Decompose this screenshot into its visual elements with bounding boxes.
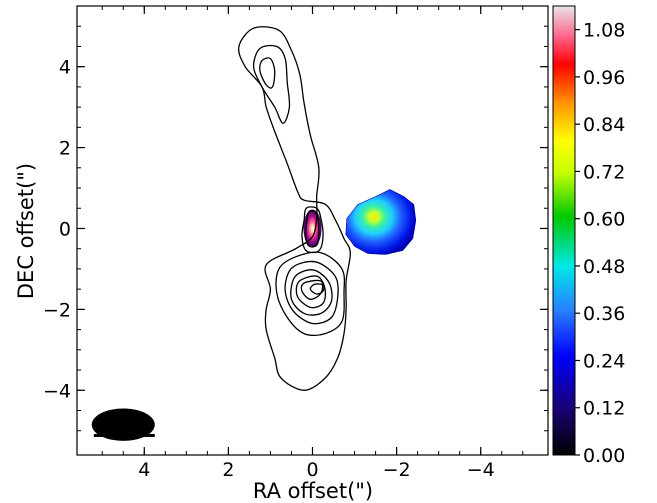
colorbar-tick-label: 0.60 xyxy=(583,209,625,231)
colorbar-tick-label: 0.48 xyxy=(583,256,625,278)
contour-layer xyxy=(237,26,351,391)
contour-level-2 xyxy=(301,206,324,254)
contour-level-1 xyxy=(237,26,351,391)
colorbar-ticks: 0.00 0.12 0.24 0.36 0.48 0.60 0.72 0.84 0.96 1.08 xyxy=(575,20,625,467)
scale-bar-label: 250 pc xyxy=(102,418,147,432)
y-axis-title: DEC offset(") xyxy=(14,163,38,299)
plot-area: 250 pc xyxy=(91,26,417,441)
x-tick-label: 0 xyxy=(306,459,318,481)
x-tick-label: 2 xyxy=(222,459,234,481)
contour-level-6 xyxy=(300,279,324,300)
contour-level-2 xyxy=(252,44,291,124)
x-tick-label: −4 xyxy=(467,459,495,481)
colorbar-tick-label: 0.96 xyxy=(583,67,625,89)
contour-level-3 xyxy=(305,210,320,248)
y-tick-label: −4 xyxy=(43,380,71,402)
colorbar-tick-label: 0.84 xyxy=(583,114,625,136)
y-tick-label: 2 xyxy=(59,138,71,160)
y-tick-label: −2 xyxy=(43,299,71,321)
contour-level-2 xyxy=(275,251,346,337)
contour-level-5 xyxy=(295,275,327,309)
x-axis-ticks: 4 2 0 −2 −4 xyxy=(101,6,524,481)
contour-level-7 xyxy=(309,283,325,295)
x-axis-title: RA offset(") xyxy=(253,479,373,503)
x-tick-label: −2 xyxy=(383,459,411,481)
y-tick-label: 4 xyxy=(59,57,71,79)
colorbar-tick-label: 1.08 xyxy=(583,20,625,42)
east-emission-source xyxy=(345,189,417,255)
y-tick-label: 0 xyxy=(59,218,71,240)
colorbar-tick-label: 0.24 xyxy=(583,350,625,372)
y-axis-ticks: 4 2 0 −2 −4 xyxy=(43,25,548,432)
contour-level-4 xyxy=(290,269,333,316)
colorbar-tick-label: 0.36 xyxy=(583,303,625,325)
colorbar-tick-label: 0.72 xyxy=(583,161,625,183)
beam-ellipse xyxy=(91,408,155,441)
colorbar-tick-label: 0.00 xyxy=(583,445,625,467)
colorbar-tick-label: 0.12 xyxy=(583,398,625,420)
contour-level-3 xyxy=(284,260,339,325)
colorbar-gradient xyxy=(552,5,576,456)
colorbar: 0.00 0.12 0.24 0.36 0.48 0.60 0.72 0.84 0.96 1.08 xyxy=(552,5,625,467)
x-tick-label: 4 xyxy=(138,459,150,481)
scale-bar xyxy=(93,433,155,437)
contour-level-3 xyxy=(259,57,276,89)
